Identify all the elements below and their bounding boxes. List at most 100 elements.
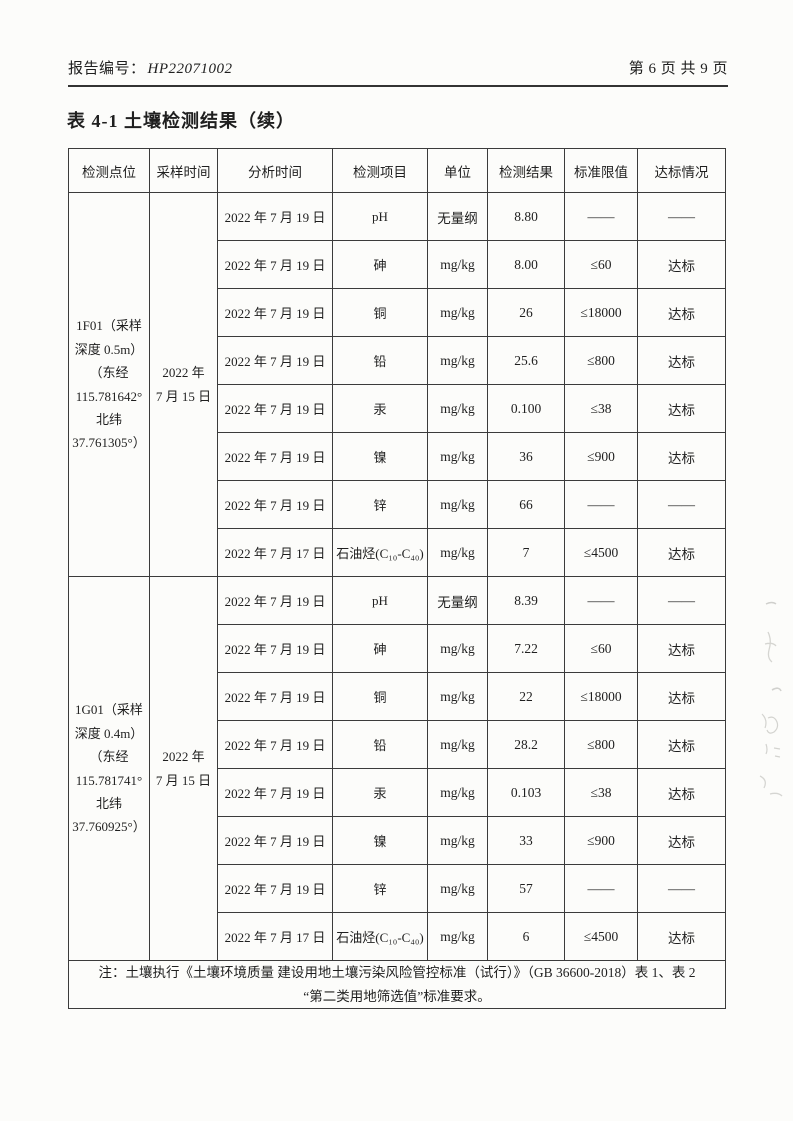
note-line: 注：土壤执行《土壤环境质量 建设用地土壤污染风险管控标准（试行）》（GB 366… (98, 965, 696, 980)
table-row: 2022 年 7 月 19 日砷 mg/kg 8.00 ≤60 达标 (69, 240, 726, 289)
limit-cell: ≤4500 (564, 912, 638, 961)
column-header-item: 检测项目 (332, 148, 428, 193)
result-cell: 8.80 (487, 192, 565, 241)
result-cell: 26 (487, 288, 565, 337)
column-header-sampling-time: 采样时间 (149, 148, 218, 193)
sampling-time-line: 2022 年 (162, 749, 205, 765)
limit-cell: ≤60 (564, 240, 638, 289)
note-cell: 注：土壤执行《土壤环境质量 建设用地土壤污染风险管控标准（试行）》（GB 366… (68, 959, 726, 1010)
column-header-result: 检测结果 (487, 148, 565, 193)
result-cell: 7 (487, 528, 565, 577)
unit-cell: 无量纲 (427, 576, 488, 625)
unit-cell: 无量纲 (427, 192, 488, 241)
table-row: 2022 年 7 月 19 日铜 mg/kg 26 ≤18000 达标 (69, 288, 726, 337)
result-cell: 0.103 (487, 768, 565, 817)
sampling-time-cell: 2022 年 7 月 15 日 (149, 192, 218, 577)
analysis-date-cell: 2022 年 7 月 19 日 (217, 576, 333, 625)
sampling-time-line: 7 月 15 日 (155, 388, 212, 404)
limit-cell: ≤18000 (564, 672, 638, 721)
analysis-date-cell: 2022 年 7 月 19 日 (217, 480, 333, 529)
test-item-cell: 镍 (332, 816, 428, 865)
result-cell: 8.39 (487, 576, 565, 625)
limit-cell: ≤60 (564, 624, 638, 673)
result-cell: 0.100 (487, 384, 565, 433)
status-cell: —— (637, 576, 726, 625)
status-cell: 达标 (637, 768, 726, 817)
status-cell: 达标 (637, 336, 726, 385)
unit-cell: mg/kg (427, 912, 488, 961)
test-item-cell: 石油烃(C₁₀-C₄₀) (332, 528, 428, 577)
test-item-cell: 铅 (332, 720, 428, 769)
sampling-time-cell: 2022 年 7 月 15 日 (149, 576, 218, 961)
test-item-cell: pH (332, 576, 428, 625)
status-cell: 达标 (637, 384, 726, 433)
test-item-cell: 汞 (332, 768, 428, 817)
note-row: 注：土壤执行《土壤环境质量 建设用地土壤污染风险管控标准（试行）》（GB 366… (68, 959, 726, 1010)
result-cell: 66 (487, 480, 565, 529)
point-location-line: 115.781741° (75, 772, 143, 788)
report-number: 报告编号： HP22071002 (68, 57, 233, 78)
table-row: 2022 年 7 月 19 日镍 mg/kg 36 ≤900 达标 (69, 432, 726, 481)
page-indicator: 第 6 页 共 9 页 (628, 61, 728, 77)
status-cell: 达标 (637, 432, 726, 481)
result-cell: 8.00 (487, 240, 565, 289)
unit-cell: mg/kg (427, 672, 488, 721)
analysis-date-cell: 2022 年 7 月 19 日 (217, 816, 333, 865)
unit-cell: mg/kg (427, 528, 488, 577)
column-header-unit: 单位 (427, 148, 488, 193)
test-item-cell: 汞 (332, 384, 428, 433)
point-location-line: 北纬 (95, 795, 122, 811)
analysis-date-cell: 2022 年 7 月 19 日 (217, 192, 333, 241)
note-line: “第二类用地筛选值”标准要求。 (303, 988, 491, 1004)
status-cell: 达标 (637, 288, 726, 337)
result-cell: 36 (487, 432, 565, 481)
limit-cell: ≤800 (564, 720, 638, 769)
table-row: 2022 年 7 月 19 日汞 mg/kg 0.100 ≤38 达标 (69, 384, 726, 433)
test-item-cell: 石油烃(C₁₀-C₄₀) (332, 912, 428, 961)
limit-cell: ≤38 (564, 768, 638, 817)
result-cell: 28.2 (487, 720, 565, 769)
status-cell: 达标 (637, 912, 726, 961)
limit-cell: —— (564, 864, 638, 913)
result-cell: 6 (487, 912, 565, 961)
analysis-date-cell: 2022 年 7 月 19 日 (217, 336, 333, 385)
limit-cell: ≤4500 (564, 528, 638, 577)
status-cell: —— (637, 864, 726, 913)
test-item-cell: 锌 (332, 864, 428, 913)
report-number-label: 报告编号： (68, 61, 146, 77)
status-cell: —— (637, 192, 726, 241)
table-row: 2022 年 7 月 19 日锌 mg/kg 66 —— —— (69, 480, 726, 529)
status-cell: 达标 (637, 720, 726, 769)
analysis-date-cell: 2022 年 7 月 19 日 (217, 864, 333, 913)
limit-cell: —— (564, 192, 638, 241)
point-location-line: （东经 (89, 749, 129, 765)
test-item-cell: 砷 (332, 240, 428, 289)
unit-cell: mg/kg (427, 240, 488, 289)
margin-handwriting-marks (759, 601, 783, 797)
report-number-value: HP22071002 (147, 61, 233, 77)
table-body: 1F01（采样 深度 0.5m） （东经 115.781642° 北纬 37.761305… (68, 192, 726, 1010)
analysis-date-cell: 2022 年 7 月 17 日 (217, 528, 333, 577)
sampling-time-line: 7 月 15 日 (155, 772, 212, 788)
point-location-line: 1G01（采样 (75, 702, 143, 718)
analysis-date-cell: 2022 年 7 月 19 日 (217, 672, 333, 721)
limit-cell: —— (564, 480, 638, 529)
limit-cell: ≤900 (564, 432, 638, 481)
table-title: 表 4-1 土壤检测结果（续） (67, 111, 295, 131)
point-location-line: 1F01（采样 (76, 318, 142, 334)
table-row: 1G01（采样 深度 0.4m） （东经 115.781741° 北纬 37.760925… (68, 576, 726, 961)
unit-cell: mg/kg (427, 720, 488, 769)
unit-cell: mg/kg (427, 336, 488, 385)
status-cell: 达标 (637, 672, 726, 721)
status-cell: 达标 (637, 240, 726, 289)
point-location-line: 37.761305°） (72, 435, 146, 451)
table-row: 2022 年 7 月 19 日砷 mg/kg 7.22 ≤60 达标 (69, 624, 726, 673)
test-item-cell: 锌 (332, 480, 428, 529)
unit-cell: mg/kg (427, 768, 488, 817)
test-item-cell: 铅 (332, 336, 428, 385)
point-location-line: 37.760925°） (72, 819, 146, 835)
test-item-cell: 镍 (332, 432, 428, 481)
limit-cell: ≤800 (564, 336, 638, 385)
table-row: 1F01（采样 深度 0.5m） （东经 115.781642° 北纬 37.761305… (68, 192, 726, 577)
